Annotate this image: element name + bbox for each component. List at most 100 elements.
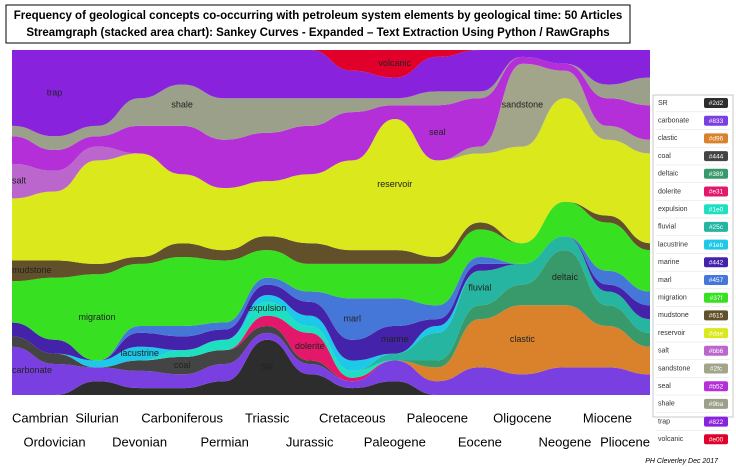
legend-label: migration bbox=[658, 295, 687, 302]
legend-code: #e00 bbox=[709, 437, 724, 444]
x-tick-label: Jurassic bbox=[286, 434, 334, 449]
legend-label: expulsion bbox=[658, 206, 688, 213]
legend-label: lacustrine bbox=[658, 241, 688, 248]
legend-label: trap bbox=[658, 418, 670, 425]
legend-code: #1e0 bbox=[709, 206, 724, 213]
legend-label: salt bbox=[658, 348, 669, 355]
x-tick-label: Permian bbox=[200, 434, 248, 449]
x-tick-label: Eocene bbox=[458, 434, 502, 449]
legend-label: fluvial bbox=[658, 224, 676, 231]
legend-label: clastic bbox=[658, 135, 678, 142]
stream-label: salt bbox=[12, 175, 27, 185]
x-tick-label: Ordovician bbox=[23, 434, 85, 449]
stream-label: sandstone bbox=[502, 100, 544, 110]
legend-swatch bbox=[704, 310, 728, 321]
legend-swatch bbox=[704, 186, 728, 197]
legend-code: #1eb bbox=[709, 242, 724, 249]
legend-code: #2d2 bbox=[709, 100, 724, 107]
stream-area bbox=[12, 236, 650, 361]
stream-label: clastic bbox=[510, 334, 536, 344]
legend-code: #b52 bbox=[709, 383, 724, 390]
legend-label: deltaic bbox=[658, 171, 679, 178]
stream-label: migration bbox=[79, 312, 116, 322]
x-tick-label: Paleogene bbox=[364, 434, 426, 449]
stream-label: fluvial bbox=[468, 282, 491, 292]
stream-label: expulsion bbox=[248, 303, 286, 313]
legend-code: #457 bbox=[709, 277, 724, 284]
legend-swatch bbox=[704, 381, 728, 392]
stream-label: marl bbox=[344, 313, 362, 323]
stream-area bbox=[12, 50, 650, 137]
legend-swatch bbox=[704, 416, 728, 427]
legend-label: reservoir bbox=[658, 330, 686, 337]
legend-code: #dae bbox=[709, 330, 724, 337]
legend-swatch bbox=[704, 98, 728, 108]
x-tick-label: Silurian bbox=[75, 410, 118, 425]
x-tick-label: Pliocene bbox=[600, 434, 650, 449]
legend-swatch bbox=[704, 257, 728, 268]
stream-label: lacustrine bbox=[120, 348, 159, 358]
stream-label: deltaic bbox=[552, 272, 579, 282]
stream-area bbox=[12, 236, 650, 361]
chart-title: Frequency of geological concepts co-occu… bbox=[14, 10, 623, 22]
legend-code: #389 bbox=[709, 171, 724, 178]
legend-swatch bbox=[704, 345, 728, 356]
stream-area bbox=[12, 56, 650, 151]
legend-code: #bb6 bbox=[709, 348, 724, 355]
credit: PH Cleverley Dec 2017 bbox=[645, 458, 719, 465]
legend-label: marl bbox=[658, 277, 672, 284]
legend-label: shale bbox=[658, 401, 675, 408]
stream-area bbox=[12, 50, 650, 78]
x-tick-label: Devonian bbox=[112, 434, 167, 449]
x-tick-label: Miocene bbox=[583, 410, 632, 425]
legend-code: #444 bbox=[709, 153, 724, 160]
legend-label: carbonate bbox=[658, 118, 689, 125]
stream-labels: SR carbonate clastic coal deltaic dolerite exp… bbox=[12, 58, 578, 375]
legend-swatch bbox=[704, 168, 728, 179]
legend-label: sandstone bbox=[658, 365, 690, 372]
x-tick-label: Triassic bbox=[245, 410, 290, 425]
legend-code: #9ba bbox=[709, 401, 724, 408]
legend-swatch bbox=[704, 434, 728, 445]
stream-area bbox=[12, 305, 650, 382]
legend-label: volcanic bbox=[658, 436, 684, 443]
stream-label: coal bbox=[174, 360, 191, 370]
legend-label: mudstone bbox=[658, 312, 689, 319]
x-tick-label: Cretaceous bbox=[319, 410, 386, 425]
legend-swatch bbox=[704, 133, 728, 144]
legend-swatch bbox=[704, 363, 728, 374]
stream-area bbox=[12, 63, 650, 188]
legend-code: #833 bbox=[709, 118, 724, 125]
legend-code: #37f bbox=[710, 295, 723, 302]
x-tick-label: Carboniferous bbox=[141, 410, 223, 425]
legend-code: #25c bbox=[709, 224, 724, 231]
x-tick-label: Paleocene bbox=[407, 410, 468, 425]
stream-label: seal bbox=[429, 127, 446, 137]
stream-label: mudstone bbox=[12, 265, 52, 275]
stream-area bbox=[12, 305, 650, 382]
legend-swatch bbox=[704, 292, 728, 303]
legend-swatch bbox=[704, 221, 728, 232]
legend-code: #615 bbox=[709, 313, 724, 320]
title-box bbox=[5, 4, 631, 44]
legend-label: seal bbox=[658, 383, 671, 390]
stream-area bbox=[12, 332, 650, 395]
legend-swatch bbox=[704, 151, 728, 162]
legend-swatch bbox=[704, 275, 728, 285]
stream-label: carbonate bbox=[12, 365, 52, 375]
legend-swatch bbox=[704, 115, 728, 126]
stream-label: shale bbox=[171, 100, 193, 110]
legend-label: SR bbox=[658, 100, 668, 107]
legend-code: #e31 bbox=[709, 189, 724, 196]
stream-area bbox=[12, 201, 650, 361]
legend-label: marine bbox=[658, 259, 680, 266]
stream-area bbox=[12, 236, 650, 371]
stream-area bbox=[12, 98, 650, 264]
chart-subtitle: Streamgraph (stacked area chart): Sankey… bbox=[26, 27, 609, 39]
stream-area bbox=[12, 56, 650, 189]
stream-area bbox=[12, 339, 650, 395]
stream-label: SR bbox=[261, 362, 274, 372]
legend-swatch bbox=[704, 328, 728, 339]
legend-swatch bbox=[704, 239, 728, 250]
